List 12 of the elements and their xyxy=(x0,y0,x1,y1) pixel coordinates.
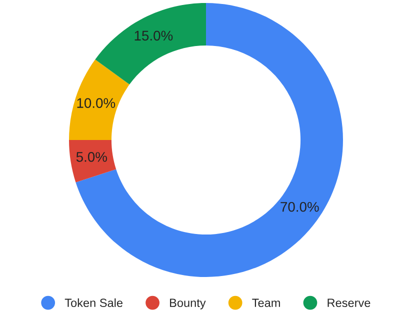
legend-label: Reserve xyxy=(328,298,370,308)
donut-slice xyxy=(69,140,116,182)
data-label: 5.0% xyxy=(76,152,107,162)
donut-slice xyxy=(76,3,343,277)
data-label: 70.0% xyxy=(280,202,319,212)
donut-slice xyxy=(69,59,130,140)
legend-label: Token Sale xyxy=(64,298,122,308)
legend-label: Team xyxy=(252,298,280,308)
legend-label: Bounty xyxy=(170,298,206,310)
donut-slice xyxy=(95,3,206,84)
data-label: 10.0% xyxy=(77,98,116,108)
data-label: 15.0% xyxy=(134,30,173,41)
